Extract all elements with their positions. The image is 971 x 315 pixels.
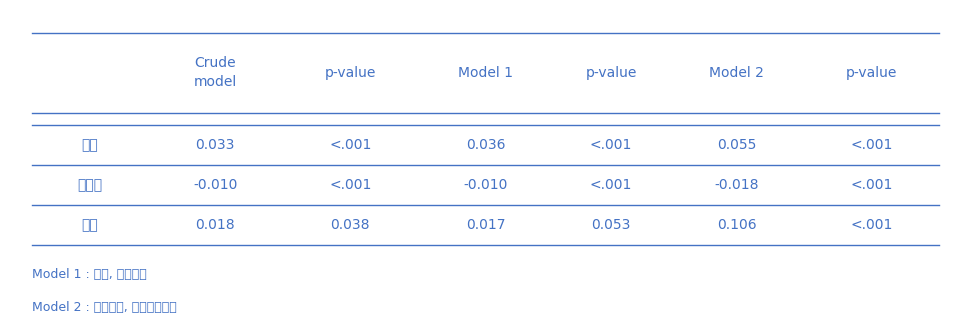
Text: -0.018: -0.018 [715,178,758,192]
Text: 0.106: 0.106 [717,218,756,232]
Text: Model 1: Model 1 [458,66,513,80]
Text: <.001: <.001 [329,138,372,152]
Text: <.001: <.001 [851,178,893,192]
Text: 0.018: 0.018 [195,218,235,232]
Text: p-value: p-value [324,66,376,80]
Text: p-value: p-value [586,66,637,80]
Text: <.001: <.001 [589,138,632,152]
Text: 삶의질: 삶의질 [77,178,102,192]
Text: Crude
model: Crude model [193,56,237,89]
Text: 우울: 우울 [82,138,98,152]
Text: Model 2: Model 2 [709,66,764,80]
Text: 0.053: 0.053 [591,218,631,232]
Text: <.001: <.001 [589,178,632,192]
Text: -0.010: -0.010 [463,178,508,192]
Text: <.001: <.001 [851,218,893,232]
Text: <.001: <.001 [851,138,893,152]
Text: 0.055: 0.055 [717,138,756,152]
Text: Model 2 : 근무기간, 교대근무여부: Model 2 : 근무기간, 교대근무여부 [32,301,177,314]
Text: 0.038: 0.038 [330,218,370,232]
Text: 소진: 소진 [82,218,98,232]
Text: <.001: <.001 [329,178,372,192]
Text: 0.033: 0.033 [195,138,235,152]
Text: 0.017: 0.017 [466,218,505,232]
Text: -0.010: -0.010 [193,178,237,192]
Text: Model 1 : 나이, 결혼상태: Model 1 : 나이, 결혼상태 [32,268,147,281]
Text: 0.036: 0.036 [466,138,505,152]
Text: p-value: p-value [846,66,897,80]
